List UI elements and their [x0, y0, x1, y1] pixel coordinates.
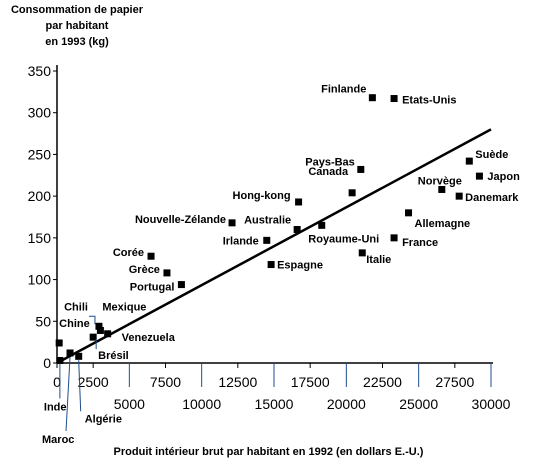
- data-point: [163, 269, 171, 277]
- x-tick-label: 2500: [78, 374, 109, 390]
- x-tick-label: 22500: [363, 374, 402, 390]
- data-point: [104, 330, 112, 338]
- point-label: Inde: [44, 401, 67, 413]
- point-label: Pays-Bas: [305, 156, 355, 168]
- x-tick-label: 30000: [472, 396, 511, 412]
- trend-line: [56, 128, 492, 365]
- label-leader-line: [88, 315, 96, 325]
- point-label: Etats-Unis: [402, 95, 456, 107]
- x-axis-title: Produit intérieur brut par habitant en 1…: [113, 446, 424, 458]
- point-label: Australie: [244, 215, 291, 227]
- point-label: Chili: [64, 301, 88, 313]
- x-tick-label: 17500: [291, 374, 330, 390]
- data-point: [147, 252, 155, 260]
- data-point: [75, 352, 83, 360]
- label-leader-line: [78, 360, 82, 412]
- point-label: Norvège: [418, 175, 462, 187]
- y-tick-label: 250: [28, 146, 52, 162]
- data-point: [390, 234, 398, 242]
- y-tick-label: 200: [28, 188, 52, 204]
- x-tick-label: 7500: [150, 374, 181, 390]
- point-label: Grèce: [129, 264, 160, 276]
- data-point: [318, 221, 326, 229]
- x-tick-label: 25000: [399, 396, 438, 412]
- data-point: [228, 219, 236, 227]
- data-point: [438, 185, 446, 193]
- point-label: Corée: [113, 247, 144, 259]
- data-point: [66, 349, 74, 357]
- point-label: Algérie: [85, 413, 122, 425]
- data-point: [267, 261, 275, 269]
- data-point: [295, 198, 303, 206]
- point-label: Canada: [308, 166, 349, 178]
- y-tick-label: 150: [28, 230, 52, 246]
- y-tick-label: 50: [35, 313, 51, 329]
- point-label: Japon: [487, 171, 520, 183]
- data-point: [390, 95, 398, 103]
- data-point: [177, 281, 185, 289]
- point-label: Hong-kong: [233, 190, 291, 202]
- data-point: [357, 165, 365, 173]
- point-label: Allemagne: [415, 218, 471, 230]
- point-label: Finlande: [321, 84, 366, 96]
- x-tick-label: 20000: [327, 396, 366, 412]
- data-point: [348, 189, 356, 197]
- data-point: [358, 249, 366, 257]
- point-label: Suède: [475, 149, 508, 161]
- data-point: [95, 322, 103, 330]
- y-tick-label: 0: [43, 355, 51, 371]
- data-point: [405, 209, 413, 217]
- y-tick-label: 300: [28, 105, 52, 121]
- point-label: Maroc: [42, 434, 74, 446]
- point-label: Mexique: [102, 301, 146, 313]
- point-label: France: [402, 237, 438, 249]
- data-point: [56, 356, 64, 364]
- point-label: Chine: [59, 318, 90, 330]
- point-label: Espagne: [277, 260, 323, 272]
- x-tick-label: 5000: [114, 396, 145, 412]
- label-leader-line: [65, 356, 71, 432]
- point-label: Royaume-Uni: [308, 233, 379, 245]
- x-tick-label: 0: [53, 374, 61, 390]
- point-label: Italie: [366, 254, 391, 266]
- data-point: [475, 172, 483, 180]
- data-point: [89, 333, 97, 341]
- point-label: Brésil: [98, 350, 129, 362]
- y-tick-label: 100: [28, 272, 52, 288]
- x-tick-label: 15000: [255, 396, 294, 412]
- x-tick-label: 12500: [218, 374, 257, 390]
- x-tick-label: 10000: [182, 396, 221, 412]
- data-point: [465, 157, 473, 165]
- data-point: [455, 192, 463, 200]
- x-tick-label: 27500: [435, 374, 474, 390]
- data-point: [55, 339, 63, 347]
- data-point: [293, 226, 301, 234]
- point-label: Venezuela: [122, 332, 176, 344]
- point-label: Irlande: [223, 235, 259, 247]
- point-label: Nouvelle-Zélande: [135, 214, 226, 226]
- data-point: [368, 94, 376, 102]
- data-point: [96, 326, 104, 334]
- y-axis-title: Consommation de papier par habitant en 1…: [10, 4, 144, 48]
- y-tick-label: 350: [28, 63, 52, 79]
- point-label: Danemark: [465, 192, 519, 204]
- point-label: Portugal: [130, 282, 175, 294]
- data-point: [263, 236, 271, 244]
